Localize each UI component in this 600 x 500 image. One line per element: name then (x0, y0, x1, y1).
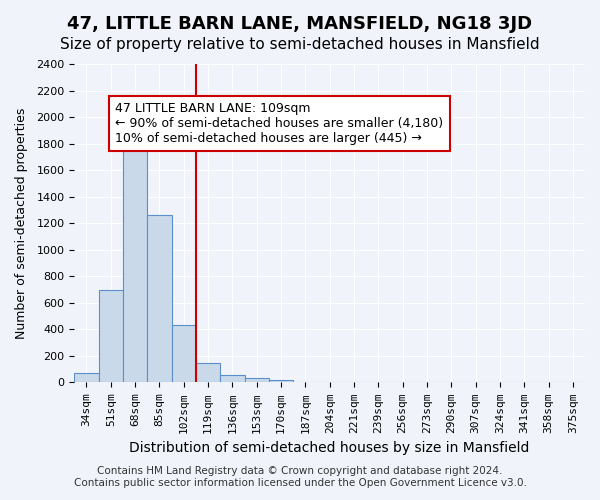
Text: Size of property relative to semi-detached houses in Mansfield: Size of property relative to semi-detach… (60, 38, 540, 52)
Bar (98, 290, 123, 382)
Text: Contains HM Land Registry data © Crown copyright and database right 2024.
Contai: Contains HM Land Registry data © Crown c… (74, 466, 526, 487)
Text: 47, LITTLE BARN LANE, MANSFIELD, NG18 3JD: 47, LITTLE BARN LANE, MANSFIELD, NG18 3J… (67, 15, 533, 33)
Bar (220, 375, 245, 382)
Bar (147, 216, 172, 382)
Bar (196, 362, 220, 382)
Bar (245, 378, 269, 382)
Bar (74, 373, 98, 382)
X-axis label: Distribution of semi-detached houses by size in Mansfield: Distribution of semi-detached houses by … (130, 441, 530, 455)
Bar (269, 380, 293, 382)
Y-axis label: Number of semi-detached properties: Number of semi-detached properties (15, 108, 28, 339)
Bar (123, 126, 147, 382)
Text: 47 LITTLE BARN LANE: 109sqm
← 90% of semi-detached houses are smaller (4,180)
10: 47 LITTLE BARN LANE: 109sqm ← 90% of sem… (115, 102, 443, 145)
Bar (172, 326, 196, 382)
